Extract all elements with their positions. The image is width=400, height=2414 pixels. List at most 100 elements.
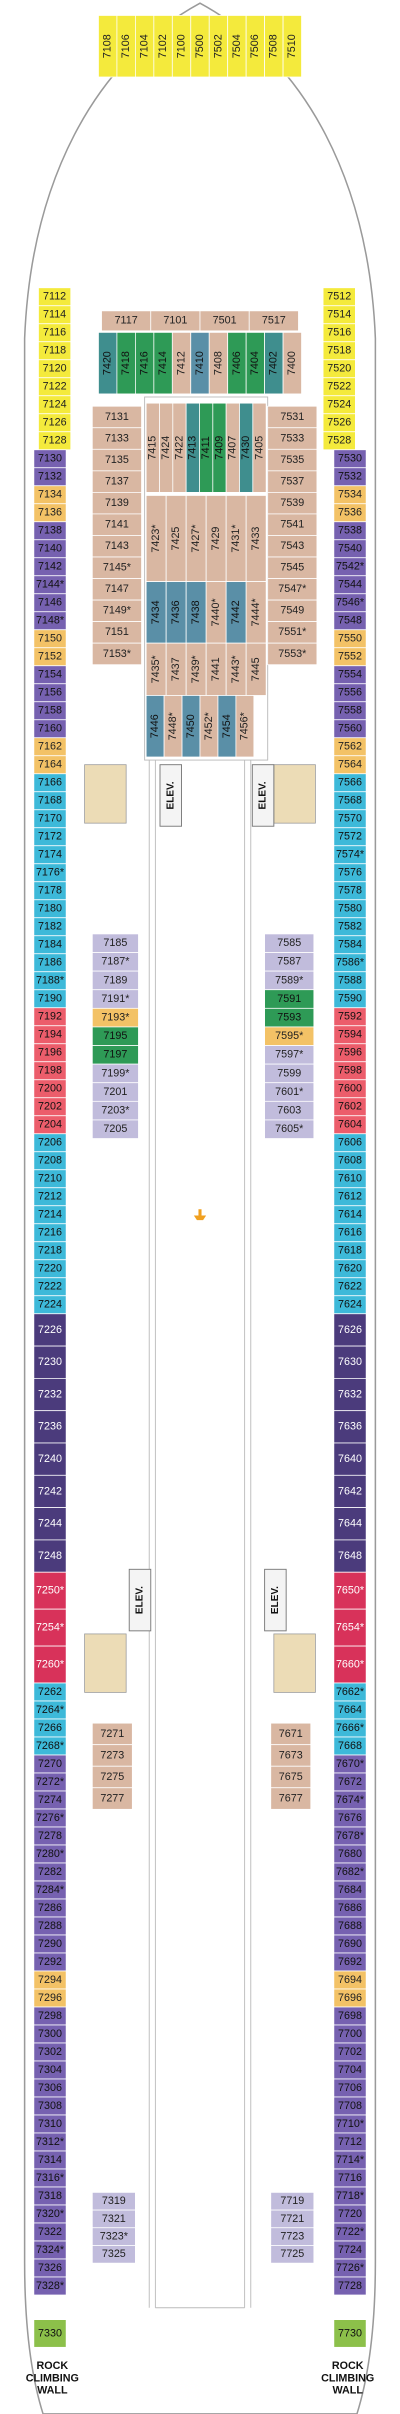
cabin-label: 7672 [338,1776,362,1788]
cabin-label: 7433 [250,527,262,551]
cabin-label: 7122 [43,381,67,393]
cabin-label: 7688 [338,1920,362,1932]
cabin-label: 7512 [327,291,351,303]
cabin-label: 7424 [160,436,172,460]
cabin-label: 7682* [336,1866,365,1878]
cabin-label: 7726* [336,2262,365,2274]
cabin-label: 7414 [157,351,169,375]
cabin-label: 7438 [190,600,202,624]
cabin-label: 7605* [275,1123,304,1135]
cabin-label: 7620 [338,1263,362,1275]
cabin-label: 7262 [38,1686,62,1698]
cabin-label: 7594 [338,1029,362,1041]
cabin-label: 7714* [336,2154,365,2166]
cabin-label: 7504 [231,34,243,58]
cabin-label: 7531 [280,411,304,423]
cabin-label: 7548 [338,615,362,627]
cabin-label: 7144* [36,579,65,591]
cabin-label: 7586* [336,957,365,969]
cabin-label: 7326 [38,2262,62,2274]
cabin-label: 7248 [38,1550,62,1562]
cabin-label: 7578 [338,885,362,897]
cabin-label: 7304 [38,2064,62,2076]
cabin-label: 7273 [100,1749,124,1761]
cabin-label: 7185 [103,937,127,949]
cabin-label: 7323* [100,2230,129,2242]
cabin-label: 7272* [36,1776,65,1788]
cabin-label: 7415 [147,436,159,460]
cabin-label: 7434 [150,600,162,624]
cabin-label: 7224 [38,1299,62,1311]
cabin-label: 7325 [102,2248,126,2260]
cabin-label: 7214 [38,1209,62,1221]
cabin-label: 7147 [105,583,129,595]
cabin-label: 7538 [338,525,362,537]
cabin-label: 7400 [286,351,298,375]
cabin [33,2319,67,2348]
cabin-label: 7662* [336,1686,365,1698]
cabin-label: 7642 [338,1485,362,1497]
cabin-label: 7558 [338,705,362,717]
cabin [270,1787,312,1810]
cabin-label: 7148* [36,615,65,627]
cabin-label: 7405 [253,436,265,460]
cabin-label: 7210 [38,1173,62,1185]
cabin-label: 7139 [105,497,129,509]
cabin-label: 7319 [102,2195,126,2207]
cabin [333,2276,367,2296]
cabin-label: 7423* [150,524,162,553]
cabin-label: 7132 [38,471,62,483]
cabin-label: 7202 [38,1101,62,1113]
cabin [267,642,318,666]
cabin [282,331,302,395]
cabin-label: 7402 [268,351,280,375]
cabin-label: 7198 [38,1065,62,1077]
cabin-label: 7220 [38,1263,62,1275]
cabin-label: 7671 [279,1728,303,1740]
cabin-label: 7162 [38,741,62,753]
cabin-label: 7510 [286,34,298,58]
cabin-label: 7187* [101,956,130,968]
cabin-label: 7626 [338,1324,362,1336]
cabin-label: 7152 [38,651,62,663]
cabin-label: 7407 [227,436,239,460]
elevator-label: ELEV. [258,781,269,809]
cabin-label: 7314 [38,2154,62,2166]
cabin-label: 7308 [38,2100,62,2112]
cabin-label: 7425 [170,527,182,551]
cabin-label: 7100 [175,34,187,58]
cabin-label: 7724 [338,2244,362,2256]
cabin-label: 7320* [36,2208,65,2220]
cabin-label: 7441 [210,657,222,681]
cabin-label: 7268* [36,1740,65,1752]
cabin-label: 7454 [221,714,233,738]
cabin-label: 7587 [277,956,301,968]
cabin-label: 7416 [138,351,150,375]
cabin-label: 7135 [105,454,129,466]
cabin-label: 7151 [105,626,129,638]
cabin-label: 7700 [338,2028,362,2040]
cabin-label: 7194 [38,1029,62,1041]
cabin-label: 7230 [38,1356,62,1368]
cabin-label: 7536 [338,507,362,519]
cabin-label: 7104 [138,34,150,58]
cabin-label: 7549 [280,605,304,617]
cabin-label: 7430 [240,436,252,460]
cabin-label: 7720 [338,2208,362,2220]
cabin-label: 7321 [102,2213,126,2225]
cabin-label: 7212 [38,1191,62,1203]
cabin-label: 7599 [277,1067,301,1079]
cabin-label: 7408 [212,351,224,375]
cabin-label: 7694 [338,1974,362,1986]
cabin-label: 7606 [338,1137,362,1149]
cabin-label: 7597* [275,1049,304,1061]
cabin-label: 7648 [338,1550,362,1562]
cabin-label: 7444* [250,598,262,627]
cabin-label: 7730 [338,2327,362,2339]
cabin-label: 7602 [338,1101,362,1113]
promenade [144,396,269,2309]
cabin [333,1645,367,1684]
cabin-label: 7692 [338,1956,362,1968]
